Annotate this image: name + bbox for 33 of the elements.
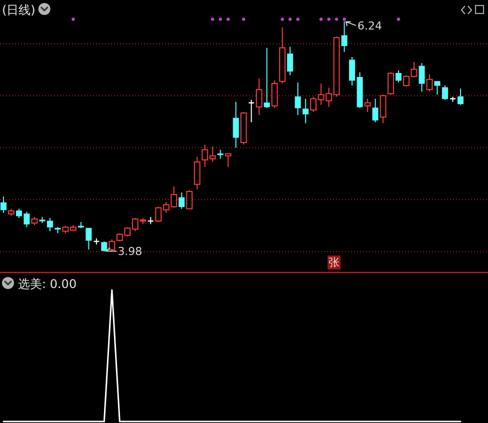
candlestick: [224, 153, 232, 168]
candlestick: [178, 192, 185, 210]
annotation: 6.24: [358, 19, 382, 32]
candlestick: [294, 82, 301, 116]
candlestick: [264, 47, 270, 108]
chart-title: (日线): [2, 3, 36, 17]
annotation: 3.98: [118, 245, 142, 258]
candlestick: [388, 72, 394, 96]
candlestick: [101, 240, 108, 252]
candlestick: [302, 98, 309, 124]
candlestick: [108, 238, 116, 252]
candlestick: [232, 101, 239, 148]
candlestick: [0, 196, 6, 214]
candlestick: [271, 80, 278, 108]
candlestick: [380, 94, 386, 124]
candlestick: [287, 46, 294, 76]
candlestick: [418, 62, 425, 92]
candlestick: [256, 78, 262, 116]
candlestick: [457, 88, 464, 106]
candlestick: [396, 70, 402, 83]
candlestick: [217, 149, 224, 160]
candlestick: [349, 56, 356, 86]
candlestick: [186, 190, 193, 210]
candlestick: [341, 20, 348, 52]
candlestick: [86, 228, 92, 250]
candlestick: [248, 99, 255, 123]
candlestick: [364, 98, 371, 112]
candlestick: [372, 98, 378, 123]
candlestick: [434, 80, 440, 96]
candlestick: [442, 85, 448, 100]
candlestick: [426, 74, 433, 92]
chart-title: 选美: 0.00: [18, 277, 77, 291]
candlestick: [194, 156, 200, 190]
